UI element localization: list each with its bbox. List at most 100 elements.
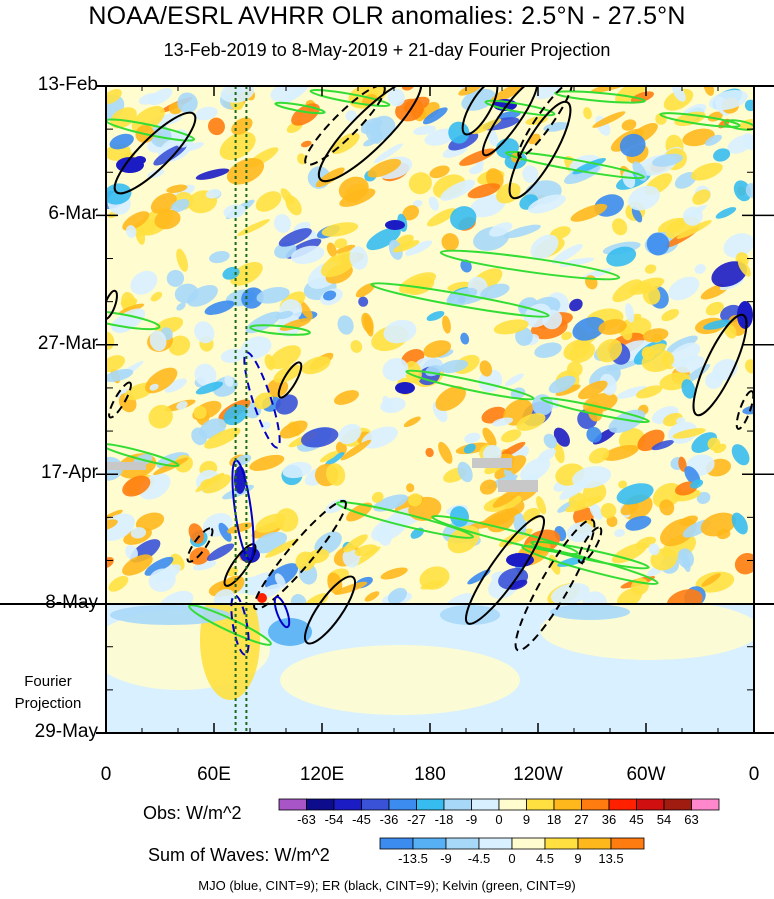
obs-anomaly-blob xyxy=(130,527,147,539)
obs-anomaly-blob xyxy=(249,454,285,471)
kelvin-contour xyxy=(431,514,579,556)
obs-anomaly-blob xyxy=(676,417,686,425)
wave-contours xyxy=(106,86,754,733)
obs-anomaly-blob xyxy=(224,375,234,387)
obs-anomaly-blob xyxy=(705,371,723,389)
fourier-projection-label: Fourier Projection xyxy=(8,671,88,715)
obs-anomaly-blob xyxy=(625,515,652,531)
obs-anomaly-blob xyxy=(245,311,282,334)
obs-colorbar-tick-label: 36 xyxy=(601,812,617,827)
wave-colorbar-tick-label: 0 xyxy=(508,851,516,866)
obs-anomaly-blob xyxy=(489,86,525,104)
obs-colorbar-tick-label: 18 xyxy=(546,812,562,827)
obs-colorbar-swatch xyxy=(388,798,417,811)
obs-anomaly-blob xyxy=(422,107,448,125)
obs-negative-core xyxy=(737,301,753,329)
wave-colorbar-swatch xyxy=(610,837,645,850)
kelvin-contour xyxy=(554,90,646,104)
obs-anomaly-blob xyxy=(492,417,514,427)
obs-anomaly-blob xyxy=(282,461,312,479)
er-contour xyxy=(464,515,546,625)
wave-colorbar-tick-label: 13.5 xyxy=(598,851,624,866)
obs-anomaly-blob xyxy=(737,258,751,277)
obs-anomaly-blob xyxy=(600,502,617,519)
kelvin-contour xyxy=(724,119,754,131)
obs-anomaly-blob xyxy=(222,266,240,280)
er-contour xyxy=(692,313,748,417)
obs-anomaly-blob xyxy=(496,110,521,121)
obs-anomaly-blob xyxy=(641,349,675,372)
obs-anomaly-blob xyxy=(154,209,181,230)
obs-anomaly-blob xyxy=(464,432,481,444)
obs-anomaly-blob xyxy=(733,180,752,202)
er-contour xyxy=(317,86,423,183)
obs-anomaly-blob xyxy=(534,342,562,358)
x-tick-label: 180 xyxy=(414,764,446,785)
obs-anomaly-blob xyxy=(166,184,188,194)
fourier-label-line1: Fourier xyxy=(24,673,72,690)
obs-colorbar-tick-label: -45 xyxy=(352,812,371,827)
obs-anomaly-blob xyxy=(708,89,748,111)
x-tick-label: 120W xyxy=(513,764,563,785)
obs-anomaly-blob xyxy=(441,233,459,251)
obs-anomaly-blob xyxy=(479,360,493,377)
obs-anomaly-blob xyxy=(204,427,241,449)
obs-anomaly-blob xyxy=(285,195,302,216)
obs-anomaly-blob xyxy=(504,373,524,387)
obs-anomaly-blob xyxy=(131,106,165,133)
obs-anomaly-blob xyxy=(290,594,307,604)
obs-anomaly-blob xyxy=(208,117,225,136)
er-contour xyxy=(461,86,499,136)
kelvin-contour xyxy=(106,309,161,331)
wave-colorbar-tick-label: 9 xyxy=(574,851,582,866)
projection-blob xyxy=(550,604,630,620)
obs-anomaly-blob xyxy=(426,208,457,227)
obs-anomaly-blob xyxy=(354,544,378,557)
obs-anomaly-blob xyxy=(642,343,667,356)
obs-anomaly-blob xyxy=(525,116,548,125)
obs-anomaly-blob xyxy=(371,491,384,503)
obs-anomaly-blob xyxy=(264,538,300,558)
obs-anomaly-blob xyxy=(703,86,715,96)
obs-anomaly-blob xyxy=(326,463,346,486)
obs-anomaly-blob xyxy=(408,493,423,507)
obs-colorbar-swatch xyxy=(361,798,390,811)
obs-colorbar-swatch xyxy=(581,798,610,811)
er-contour xyxy=(517,86,573,159)
y-tick-label: 13-Feb xyxy=(37,74,98,95)
obs-anomaly-blob xyxy=(387,88,406,107)
wave-colorbar-tick-label: 4.5 xyxy=(535,851,555,866)
obs-anomaly-blob xyxy=(606,246,637,267)
kelvin-contour xyxy=(439,249,621,281)
obs-anomaly-blob xyxy=(460,332,470,345)
mjo-contour xyxy=(273,595,291,629)
obs-anomaly-blob xyxy=(440,179,476,201)
wave-colorbar-tick-label: -9 xyxy=(440,851,452,866)
obs-anomaly-blob xyxy=(373,143,403,164)
obs-anomaly-blob xyxy=(644,264,657,274)
kelvin-contour xyxy=(336,501,474,539)
obs-anomaly-blob xyxy=(194,321,215,344)
obs-anomaly-blob xyxy=(334,390,359,405)
kelvin-contour xyxy=(274,101,326,115)
obs-anomaly-blob xyxy=(125,225,137,238)
obs-anomaly-blob xyxy=(255,513,286,533)
obs-anomaly-blob xyxy=(612,279,643,303)
projection-blob xyxy=(280,645,520,715)
obs-anomaly-blob xyxy=(334,238,348,249)
obs-anomaly-blob xyxy=(223,404,248,426)
obs-anomaly-blob xyxy=(109,133,134,150)
obs-anomaly-blob xyxy=(406,483,415,493)
obs-anomaly-blob xyxy=(297,300,313,320)
er-contour xyxy=(253,499,347,611)
x-tick-label: 60W xyxy=(626,764,666,785)
obs-anomaly-blob xyxy=(652,482,682,509)
obs-anomaly-blob xyxy=(704,134,722,146)
obs-anomaly-blob xyxy=(489,222,513,237)
kelvin-contour xyxy=(249,324,311,336)
obs-anomaly-blob xyxy=(508,579,528,590)
obs-colorbar-swatch xyxy=(443,798,472,811)
obs-anomaly-blob xyxy=(122,554,153,576)
obs-anomaly-blob xyxy=(630,91,654,104)
obs-colorbar-tick-label: 45 xyxy=(629,812,644,827)
